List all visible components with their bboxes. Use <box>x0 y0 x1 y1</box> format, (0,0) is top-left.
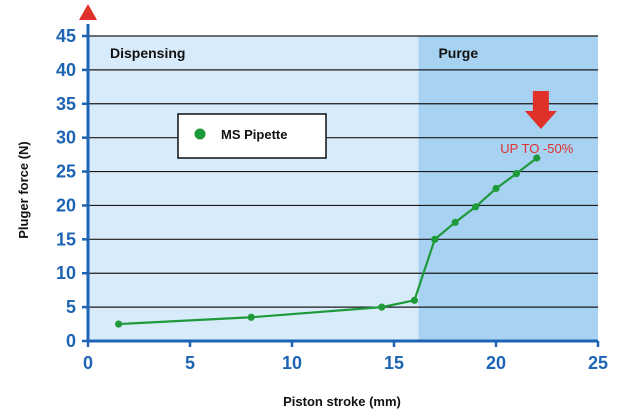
region-label-dispensing: Dispensing <box>110 45 185 61</box>
y-tick-label-15: 15 <box>56 229 76 249</box>
data-point-0 <box>115 320 123 328</box>
y-tick-label-35: 35 <box>56 94 76 114</box>
legend-marker <box>194 128 206 140</box>
region-label-purge: Purge <box>438 45 478 61</box>
legend: MS Pipette <box>177 113 327 159</box>
y-tick-label-45: 45 <box>56 26 76 46</box>
data-point-1 <box>247 313 255 321</box>
x-tick-label-15: 15 <box>384 353 404 373</box>
data-point-4 <box>431 235 439 243</box>
data-point-3 <box>410 296 418 304</box>
data-point-8 <box>512 169 521 178</box>
annotation-label: UP TO -50% <box>500 141 573 156</box>
down-arrow-icon <box>524 91 557 129</box>
y-tick-label-20: 20 <box>56 195 76 215</box>
y-tick-label-30: 30 <box>56 128 76 148</box>
x-tick-label-0: 0 <box>83 353 93 373</box>
y-tick-label-25: 25 <box>56 162 76 182</box>
y-axis-title: Pluger force (N) <box>16 141 31 239</box>
data-point-7 <box>492 184 500 193</box>
y-tick-label-10: 10 <box>56 263 76 283</box>
region-purge <box>418 36 598 341</box>
x-tick-label-5: 5 <box>185 353 195 373</box>
region-dispensing <box>88 36 419 341</box>
y-tick-label-40: 40 <box>56 60 76 80</box>
legend-label-ms-pipette: MS Pipette <box>221 127 287 142</box>
x-tick-label-20: 20 <box>486 353 506 373</box>
data-point-5 <box>451 218 459 226</box>
y-tick-label-0: 0 <box>66 331 76 351</box>
series-line-ms-pipette <box>118 157 538 326</box>
x-tick-label-25: 25 <box>588 353 608 373</box>
x-tick-label-10: 10 <box>282 353 302 373</box>
data-point-6 <box>472 203 480 211</box>
data-point-2 <box>378 303 386 311</box>
y-tick-label-5: 5 <box>66 297 76 317</box>
data-point-9 <box>533 154 541 162</box>
y-axis-arrow-icon <box>79 4 97 20</box>
x-axis-title: Piston stroke (mm) <box>283 394 401 409</box>
